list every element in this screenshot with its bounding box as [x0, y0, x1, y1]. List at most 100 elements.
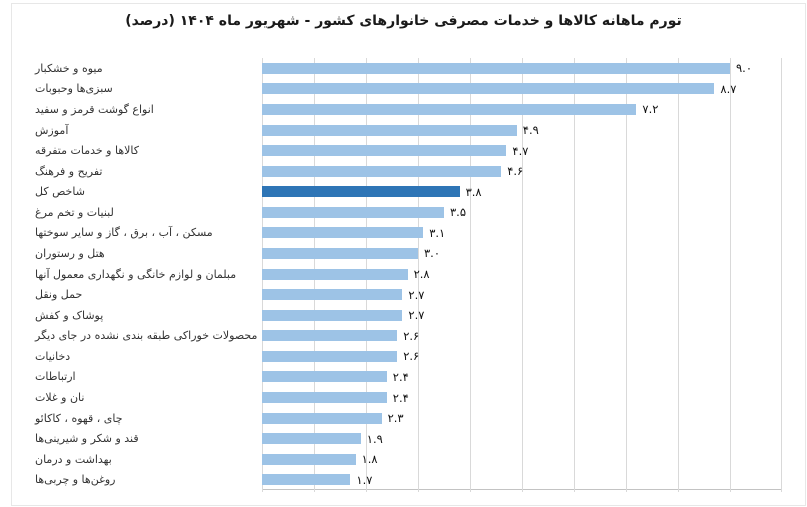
gridline	[781, 58, 782, 492]
bar-track: ۲.۴	[262, 391, 782, 405]
bar-row: شاخص کل ۳.۸	[30, 181, 780, 202]
category-label: هتل و رستوران	[35, 246, 105, 260]
bar	[262, 103, 637, 115]
bar	[262, 392, 387, 404]
value-label: ۴.۶	[507, 164, 524, 179]
bar-track: ۱.۸	[262, 452, 782, 466]
value-label: ۲.۳	[387, 411, 404, 426]
bar-track: ۹.۰	[262, 61, 782, 75]
bar-track: ۲.۳	[262, 411, 782, 425]
bar-track: ۲.۴	[262, 370, 782, 384]
bar-track: ۳.۸	[262, 185, 782, 199]
bar-row: دخانیات ۲.۶	[30, 346, 780, 367]
bar-track: ۸.۷	[262, 82, 782, 96]
bar-row: قند و شکر و شیرینی‌ها ۱.۹	[30, 428, 780, 449]
value-label: ۳.۵	[450, 205, 467, 220]
category-label: چای ، قهوه ، کاکائو	[35, 411, 123, 425]
gridline	[626, 58, 627, 492]
category-label: ارتباطات	[35, 370, 76, 384]
value-label: ۴.۷	[512, 143, 529, 158]
bar	[262, 371, 387, 383]
bar-track: ۲.۶	[262, 349, 782, 363]
bar-track: ۳.۰	[262, 246, 782, 260]
bar	[262, 453, 356, 465]
bar	[262, 330, 398, 342]
bar-row: محصولات خوراکی طبقه بندی نشده در جای دیگ…	[30, 326, 780, 347]
bar-track: ۳.۵	[262, 205, 782, 219]
bar	[262, 289, 403, 301]
bar	[262, 247, 418, 259]
value-label: ۲.۶	[403, 328, 420, 343]
bar-row: میوه و خشکبار ۹.۰	[30, 58, 780, 79]
gridline	[574, 58, 575, 492]
bar-track: ۴.۷	[262, 144, 782, 158]
bar-track: ۱.۹	[262, 432, 782, 446]
bar-track: ۲.۷	[262, 308, 782, 322]
bar-row: هتل و رستوران ۳.۰	[30, 243, 780, 264]
value-label: ۲.۶	[403, 349, 420, 364]
bar-track: ۲.۶	[262, 329, 782, 343]
category-label: محصولات خوراکی طبقه بندی نشده در جای دیگ…	[35, 329, 258, 343]
bar	[262, 165, 502, 177]
bar	[262, 62, 730, 74]
bar-row: تفریح و فرهنگ ۴.۶	[30, 161, 780, 182]
bar-track: ۷.۲	[262, 102, 782, 116]
plot-area: میوه و خشکبار ۹.۰ سبزی‌ها وحبوبات ۸.۷ انواع …	[30, 58, 782, 492]
gridline	[470, 58, 471, 492]
bar	[262, 124, 517, 136]
category-label: آموزش	[35, 123, 69, 137]
category-label: لبنیات و تخم مرغ	[35, 205, 114, 219]
category-label: حمل ونقل	[35, 288, 83, 302]
value-label: ۱.۹	[366, 431, 383, 446]
value-label: ۹.۰	[736, 61, 753, 76]
category-label: روغن‌ها و چربی‌ها	[35, 473, 116, 487]
gridline	[730, 58, 731, 492]
bar-row: مبلمان و لوازم خانگی و نگهداری معمول آنه…	[30, 264, 780, 285]
gridline	[418, 58, 419, 492]
bar	[262, 268, 408, 280]
bar	[262, 350, 398, 362]
bar-row: بهداشت و درمان ۱.۸	[30, 449, 780, 470]
bar	[262, 412, 382, 424]
bar-row: نان و غلات ۲.۴	[30, 387, 780, 408]
bar-track: ۱.۷	[262, 473, 782, 487]
plot-rows: میوه و خشکبار ۹.۰ سبزی‌ها وحبوبات ۸.۷ انواع …	[30, 58, 780, 490]
bar-highlight-total-index	[262, 186, 460, 198]
value-label: ۲.۷	[408, 287, 425, 302]
bar-row: کالاها و خدمات متفرقه ۴.۷	[30, 140, 780, 161]
category-label: نان و غلات	[35, 391, 85, 405]
category-label: تفریح و فرهنگ	[35, 164, 103, 178]
bar-track: ۴.۹	[262, 123, 782, 137]
category-label: مبلمان و لوازم خانگی و نگهداری معمول آنه…	[35, 267, 237, 281]
bar-row: روغن‌ها و چربی‌ها ۱.۷	[30, 470, 780, 491]
value-label: ۱.۸	[361, 452, 378, 467]
category-label: سبزی‌ها وحبوبات	[35, 82, 113, 96]
value-label: ۷.۲	[642, 102, 659, 117]
value-label: ۱.۷	[356, 472, 373, 487]
bar-row: لبنیات و تخم مرغ ۳.۵	[30, 202, 780, 223]
bar	[262, 474, 351, 486]
bar	[262, 83, 715, 95]
value-label: ۲.۸	[413, 267, 430, 282]
category-label: مسکن ، آب ، برق ، گاز و سایر سوختها	[35, 226, 213, 240]
category-label: قند و شکر و شیرینی‌ها	[35, 432, 139, 446]
value-label: ۲.۷	[408, 308, 425, 323]
category-label: انواع گوشت قرمز و سفید	[35, 102, 154, 116]
value-label: ۳.۰	[424, 246, 441, 261]
value-label: ۲.۴	[392, 369, 409, 384]
value-label: ۳.۸	[465, 184, 482, 199]
gridline	[678, 58, 679, 492]
category-label: کالاها و خدمات متفرقه	[35, 144, 139, 158]
value-label: ۴.۹	[522, 123, 539, 138]
bar	[262, 309, 403, 321]
category-label: شاخص کل	[35, 185, 85, 199]
category-label: پوشاک و کفش	[35, 308, 104, 322]
bar	[262, 145, 507, 157]
value-label: ۲.۴	[392, 390, 409, 405]
bar	[262, 227, 424, 239]
bar-row: مسکن ، آب ، برق ، گاز و سایر سوختها ۳.۱	[30, 223, 780, 244]
bar-row: انواع گوشت قرمز و سفید ۷.۲	[30, 99, 780, 120]
bar-track: ۳.۱	[262, 226, 782, 240]
bar-row: سبزی‌ها وحبوبات ۸.۷	[30, 79, 780, 100]
